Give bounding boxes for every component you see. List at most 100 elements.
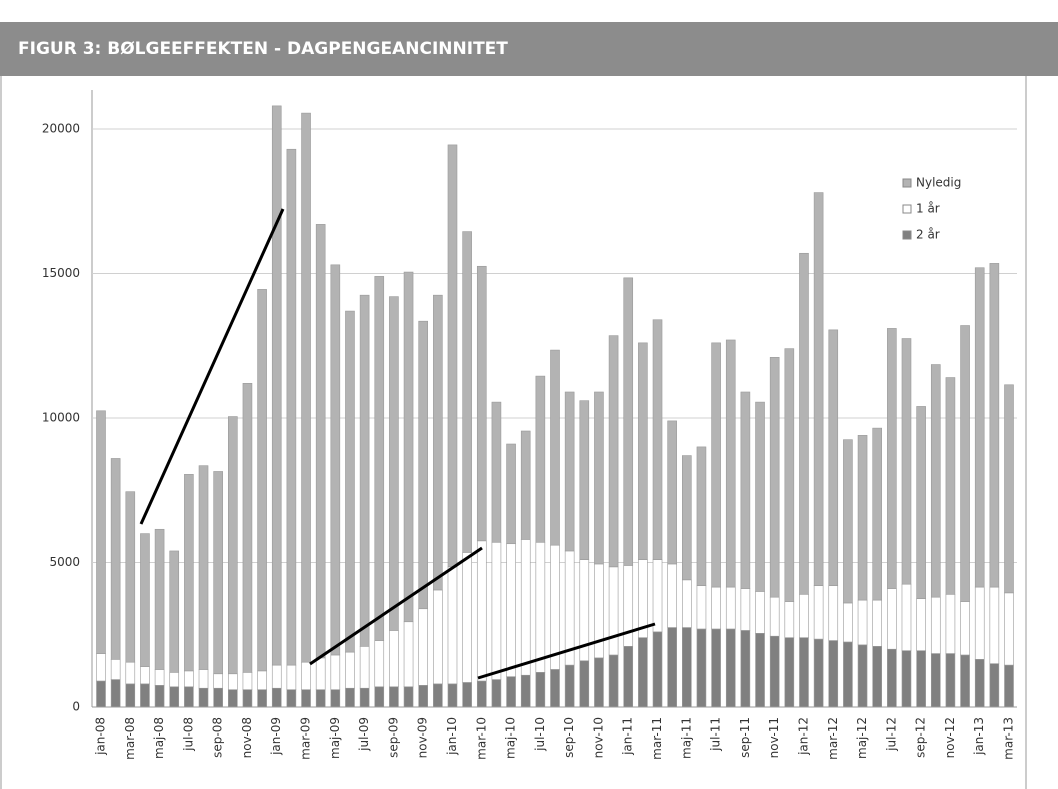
bar-segment bbox=[506, 543, 516, 677]
bar-segment bbox=[916, 598, 926, 651]
bar-segment bbox=[198, 465, 209, 670]
bar-segment bbox=[389, 686, 399, 708]
x-tick-label: nov-09 bbox=[416, 717, 430, 758]
bar-segment bbox=[887, 328, 897, 589]
bar-segment bbox=[96, 653, 106, 682]
bar-segment bbox=[301, 661, 311, 690]
bar-segment bbox=[330, 689, 341, 708]
bar-segment bbox=[476, 680, 487, 708]
annotations bbox=[139, 208, 656, 680]
bar-segment bbox=[550, 349, 560, 546]
bar-segment bbox=[198, 687, 209, 708]
bar-segment bbox=[769, 635, 780, 708]
bar-segment bbox=[535, 672, 546, 708]
x-tick-label: sep-11 bbox=[738, 717, 752, 758]
bar-segment bbox=[315, 657, 326, 690]
bar-segment bbox=[228, 673, 238, 690]
bar-segment bbox=[755, 591, 765, 634]
bar-segment bbox=[491, 541, 502, 680]
bar-segment bbox=[374, 640, 385, 688]
bar-segment bbox=[1004, 384, 1014, 594]
bar-segment bbox=[96, 680, 106, 708]
bar-segment bbox=[198, 669, 209, 689]
bar-segment bbox=[594, 657, 604, 708]
bar-segment bbox=[154, 528, 165, 670]
annotation-line bbox=[139, 208, 285, 525]
bar-segment bbox=[916, 406, 926, 599]
annotation-line bbox=[477, 622, 656, 680]
x-tick-label: nov-12 bbox=[943, 717, 957, 758]
bar-segment bbox=[887, 588, 897, 650]
bar-segment bbox=[374, 686, 385, 708]
bar-segment bbox=[711, 586, 721, 630]
bar-segment bbox=[682, 627, 692, 708]
bar-segment bbox=[960, 601, 970, 656]
x-tick-label: mar-11 bbox=[650, 717, 664, 760]
bar-segment bbox=[945, 653, 956, 708]
x-tick-label: jan-13 bbox=[972, 717, 986, 756]
bar-segment bbox=[623, 277, 634, 566]
bar-segment bbox=[447, 144, 458, 568]
bar-segment bbox=[755, 633, 765, 708]
bar-segment bbox=[301, 112, 311, 663]
bar-segment bbox=[725, 628, 736, 708]
bar-segment bbox=[711, 342, 721, 588]
bar-segment bbox=[403, 271, 414, 623]
bar-segment bbox=[506, 443, 516, 545]
bar-segment bbox=[652, 559, 663, 633]
bar-segment bbox=[550, 669, 560, 708]
x-tick-label: nov-10 bbox=[591, 717, 605, 758]
x-tick-label: jan-08 bbox=[94, 717, 108, 756]
bar-segment bbox=[974, 586, 985, 660]
bar-segment bbox=[257, 289, 267, 672]
bar-segment bbox=[828, 329, 839, 586]
bar-segment bbox=[110, 458, 121, 660]
bar-segment bbox=[594, 563, 604, 659]
bar-segment bbox=[945, 377, 956, 595]
x-tick-label: jul-09 bbox=[357, 717, 371, 752]
x-tick-label: jan-09 bbox=[269, 717, 283, 756]
bar-segment bbox=[740, 588, 751, 631]
bar-segment bbox=[989, 663, 1000, 708]
bar-segment bbox=[433, 683, 443, 708]
bar-segment bbox=[242, 689, 253, 708]
bar-segment bbox=[608, 335, 619, 568]
x-tick-label: mar-13 bbox=[1002, 717, 1016, 760]
bar-segment bbox=[930, 596, 941, 654]
bar-segment bbox=[725, 339, 736, 588]
bar-segment bbox=[491, 401, 502, 543]
bar-segment bbox=[169, 550, 180, 673]
bar-segment bbox=[974, 659, 985, 708]
x-tick-label: jul-10 bbox=[533, 717, 547, 752]
bar-segment bbox=[125, 491, 136, 663]
bar-segment bbox=[140, 683, 150, 708]
bar-segment bbox=[564, 391, 575, 552]
bar-segment bbox=[154, 685, 165, 708]
bar-segment bbox=[447, 683, 458, 708]
bar-segment bbox=[872, 646, 882, 708]
bar-segment bbox=[330, 654, 341, 690]
bar-segment bbox=[960, 325, 970, 602]
bar-segment bbox=[330, 264, 341, 656]
bar-segment bbox=[228, 416, 238, 675]
bar-segment bbox=[213, 687, 223, 708]
bar-segment bbox=[725, 586, 736, 630]
bar-segment bbox=[242, 383, 253, 673]
bar-segment bbox=[652, 319, 663, 560]
bar-segment bbox=[857, 435, 868, 601]
bar-segment bbox=[315, 224, 326, 659]
bar-segment bbox=[462, 231, 472, 553]
bar-segment bbox=[887, 648, 897, 708]
bar-segment bbox=[667, 627, 677, 708]
x-tick-label: jan-10 bbox=[445, 717, 459, 756]
bar-segment bbox=[359, 646, 370, 689]
bar-segment bbox=[345, 651, 355, 689]
bar-segment bbox=[638, 342, 648, 560]
bar-segment bbox=[843, 439, 853, 604]
bar-segment bbox=[960, 654, 970, 708]
bar-segment bbox=[623, 646, 634, 708]
x-tick-label: maj-10 bbox=[504, 717, 518, 759]
bar-segment bbox=[608, 566, 619, 656]
bar-segment bbox=[652, 631, 663, 708]
bar-segment bbox=[506, 676, 516, 708]
